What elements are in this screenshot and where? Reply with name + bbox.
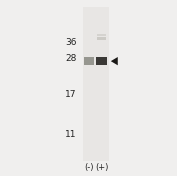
Bar [83,7,109,161]
Text: (-): (-) [85,163,94,172]
Bar [97,37,106,40]
Text: 28: 28 [65,54,76,63]
Bar [97,34,106,36]
Polygon shape [111,57,118,65]
Text: (+): (+) [95,163,108,172]
Text: 36: 36 [65,39,76,48]
Bar [96,57,107,65]
Bar [84,57,94,65]
Text: 17: 17 [65,90,76,99]
Text: 11: 11 [65,130,76,139]
